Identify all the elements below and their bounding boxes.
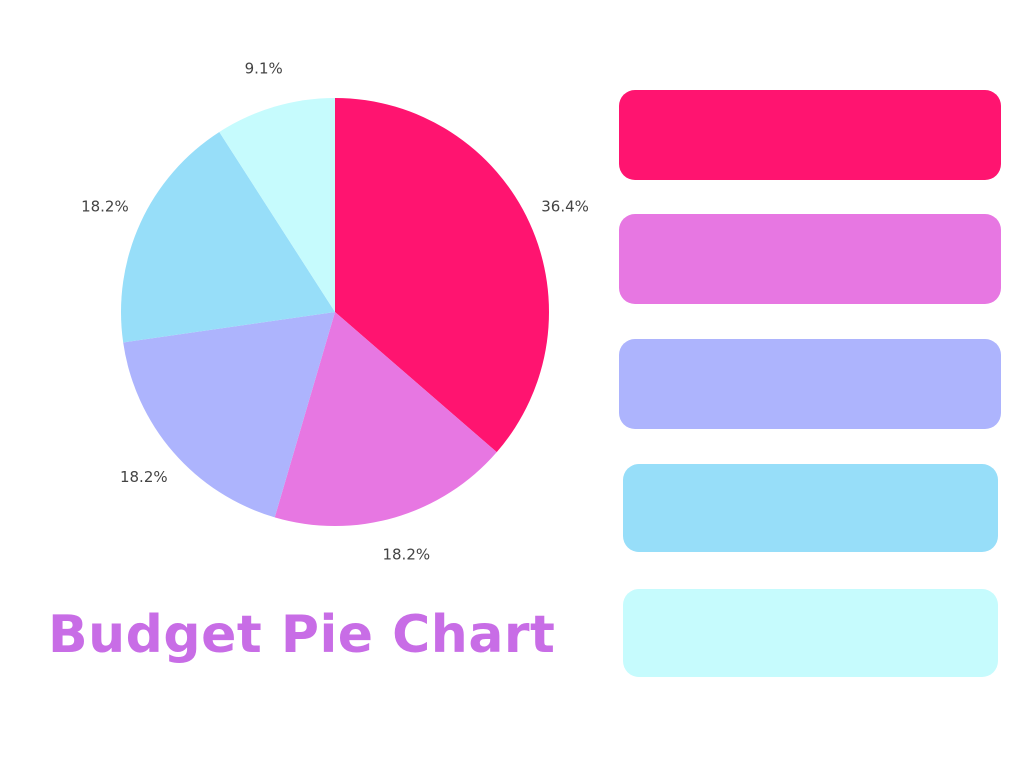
chart-title: Budget Pie Chart [48, 605, 556, 665]
legend-swatch-3 [619, 339, 1001, 429]
pie-slice-1 [335, 98, 549, 453]
pie-slice-label-5: 9.1% [245, 60, 283, 78]
legend-swatch-4 [623, 464, 998, 552]
pie-slice-5 [219, 98, 335, 312]
pie-slice-label-3: 18.2% [120, 468, 168, 486]
pie-slice-2 [274, 312, 497, 526]
pie-chart: 36.4% 18.2% 18.2% 18.2% 9.1% [81, 60, 589, 564]
pie-labels: 36.4% 18.2% 18.2% 18.2% 9.1% [81, 60, 589, 564]
pie-slice-label-4: 18.2% [81, 197, 129, 215]
legend-swatch-2 [619, 214, 1001, 304]
pie-slice-3 [123, 312, 336, 518]
legend-swatch-1 [619, 90, 1001, 180]
pie-slices [121, 98, 549, 526]
legend-swatch-5 [623, 589, 998, 677]
pie-slice-4 [121, 131, 335, 343]
pie-slice-label-2: 18.2% [382, 545, 430, 563]
pie-slice-label-1: 36.4% [541, 197, 589, 215]
